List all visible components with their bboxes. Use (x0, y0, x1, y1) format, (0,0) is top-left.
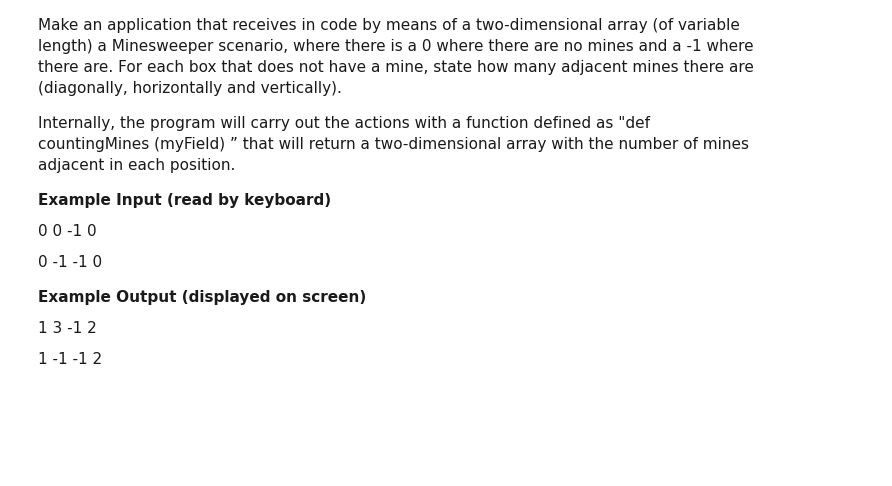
Text: 0 0 -1 0: 0 0 -1 0 (38, 224, 96, 239)
Text: there are. For each box that does not have a mine, state how many adjacent mines: there are. For each box that does not ha… (38, 60, 754, 75)
Text: countingMines (myField) ” that will return a two-dimensional array with the numb: countingMines (myField) ” that will retu… (38, 137, 749, 152)
Text: (diagonally, horizontally and vertically).: (diagonally, horizontally and vertically… (38, 81, 342, 96)
Text: adjacent in each position.: adjacent in each position. (38, 158, 235, 173)
Text: Make an application that receives in code by means of a two-dimensional array (o: Make an application that receives in cod… (38, 18, 739, 33)
Text: 1 3 -1 2: 1 3 -1 2 (38, 321, 96, 336)
Text: Internally, the program will carry out the actions with a function defined as "d: Internally, the program will carry out t… (38, 116, 650, 131)
Text: length) a Minesweeper scenario, where there is a 0 where there are no mines and : length) a Minesweeper scenario, where th… (38, 39, 754, 54)
Text: 1 -1 -1 2: 1 -1 -1 2 (38, 352, 102, 367)
Text: Example Input (read by keyboard): Example Input (read by keyboard) (38, 193, 331, 208)
Text: 0 -1 -1 0: 0 -1 -1 0 (38, 255, 102, 270)
Text: Example Output (displayed on screen): Example Output (displayed on screen) (38, 290, 367, 305)
